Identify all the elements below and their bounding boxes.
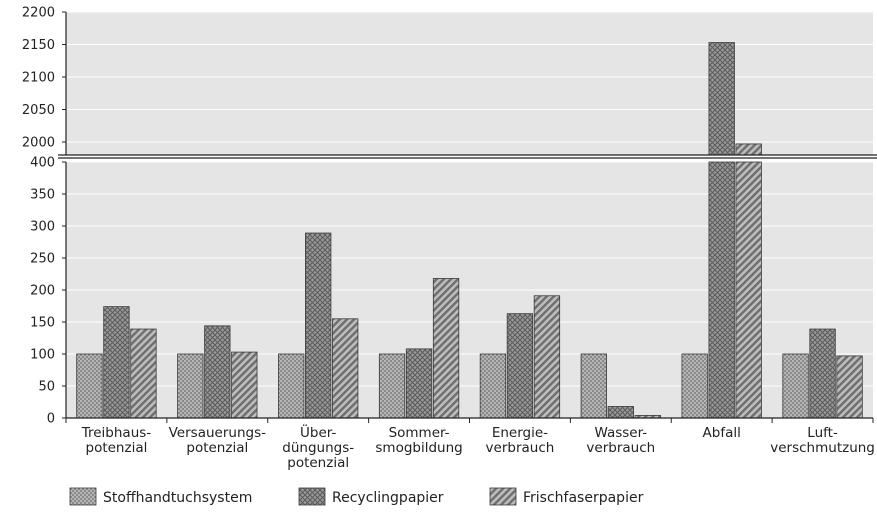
bar xyxy=(708,161,735,419)
bar xyxy=(580,353,607,419)
y-tick-label: 0 xyxy=(47,412,55,427)
legend-swatch xyxy=(69,487,97,506)
bar xyxy=(782,353,809,419)
category-label: Sommer-smogbildung xyxy=(375,425,462,456)
y-tick-label: 300 xyxy=(30,220,55,235)
bar xyxy=(231,351,258,419)
legend-item: Frischfaserpapier xyxy=(489,487,644,506)
category-label: Luft-verschmutzung xyxy=(770,425,875,456)
labels-group: 2000 2050 2100 2150 2200 0 50 100 150 200 250 300 35… xyxy=(22,6,875,472)
bar xyxy=(735,161,762,419)
category-label: Treibhaus-potenzial xyxy=(81,425,152,456)
y-tick-label: 250 xyxy=(30,252,55,267)
y-tick-label: 2050 xyxy=(22,103,55,118)
bar xyxy=(432,278,460,419)
bar xyxy=(76,353,103,419)
legend-item: Stoffhandtuchsystem xyxy=(69,487,252,506)
y-tick-label: 150 xyxy=(30,316,55,331)
y-tick-label: 2000 xyxy=(22,136,55,151)
bar xyxy=(809,328,836,419)
y-tick-label: 2150 xyxy=(22,38,55,53)
bar xyxy=(405,348,433,419)
legend-label: Frischfaserpapier xyxy=(523,490,644,506)
y-tick-label: 400 xyxy=(30,156,55,171)
upper-plot-panel xyxy=(66,11,873,155)
category-label: Energie-verbrauch xyxy=(486,425,555,456)
bar xyxy=(332,318,359,419)
legend-label: Stoffhandtuchsystem xyxy=(103,490,252,506)
bar xyxy=(204,325,231,419)
bar xyxy=(278,353,305,419)
axes-group xyxy=(58,11,877,423)
category-label: Versauerungs-potenzial xyxy=(169,425,266,456)
category-label: Abfall xyxy=(703,425,741,441)
bar xyxy=(533,295,561,419)
y-tick-label: 50 xyxy=(38,380,55,395)
category-label: Wasser-verbrauch xyxy=(586,425,655,456)
legend-swatch xyxy=(489,487,517,506)
upper-plot-area xyxy=(66,12,873,155)
bars-group xyxy=(76,42,863,419)
category-label: Über-düngungs-potenzial xyxy=(282,423,354,471)
legend: Stoffhandtuchsystem Recyclingpapier Frisch… xyxy=(69,487,644,506)
y-tick-label: 2100 xyxy=(22,71,55,86)
bar xyxy=(103,306,130,419)
y-tick-label: 350 xyxy=(30,188,55,203)
legend-item: Recyclingpapier xyxy=(298,487,444,506)
bar-upper-segment xyxy=(735,143,762,156)
bar xyxy=(681,353,708,419)
y-tick-label: 200 xyxy=(30,284,55,299)
legend-swatch xyxy=(298,487,326,506)
bar xyxy=(130,328,157,419)
legend-label: Recyclingpapier xyxy=(332,490,444,506)
bar xyxy=(378,353,406,419)
bar xyxy=(177,353,204,419)
bar xyxy=(479,353,507,419)
bar xyxy=(607,406,634,419)
bar-upper-segment xyxy=(708,42,735,156)
bar xyxy=(506,313,534,419)
y-tick-label: 2200 xyxy=(22,6,55,21)
y-tick-label: 100 xyxy=(30,348,55,363)
bar xyxy=(305,232,332,419)
bar xyxy=(836,355,863,419)
